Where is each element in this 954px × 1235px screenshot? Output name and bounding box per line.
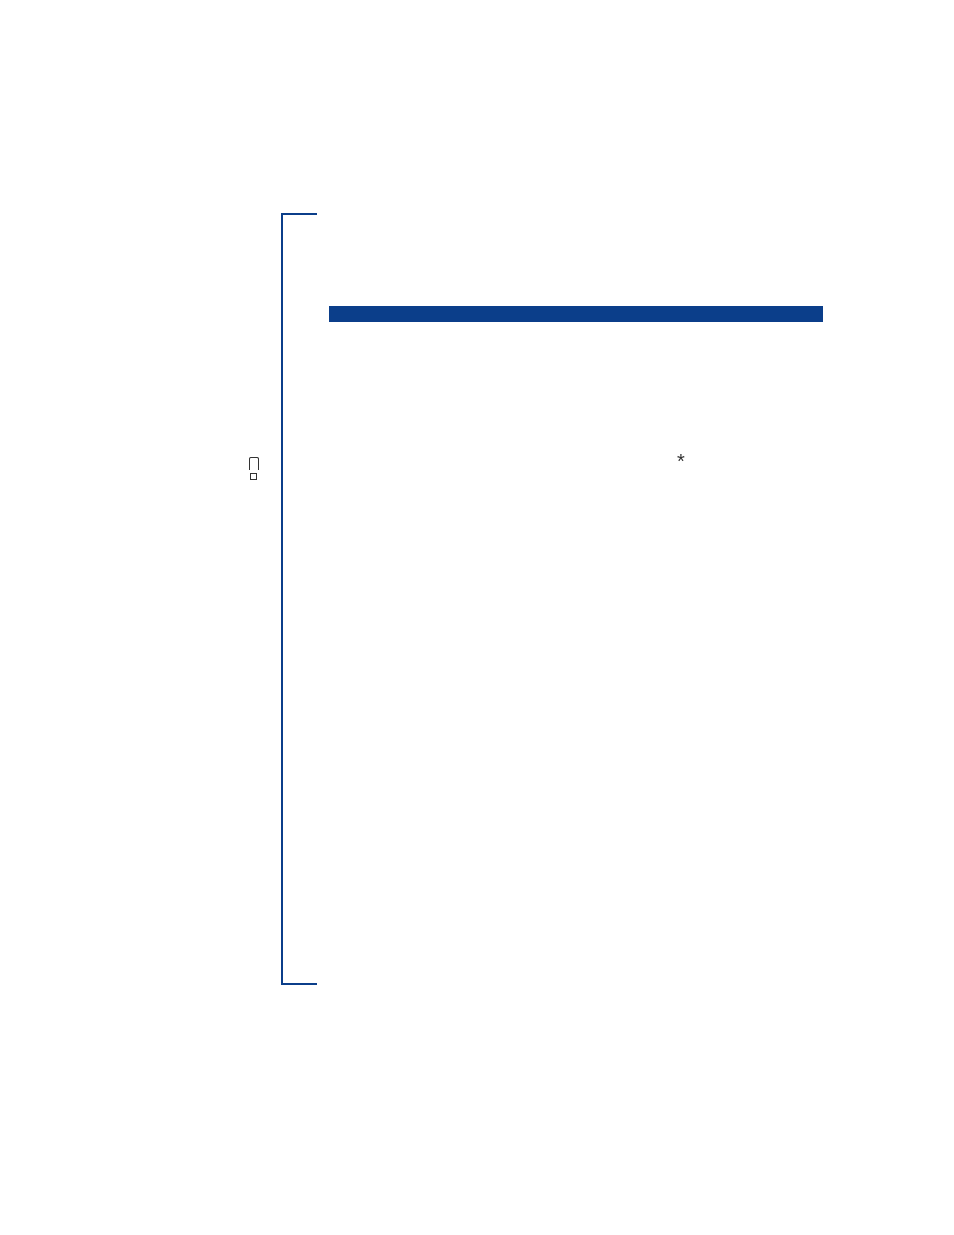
bracket-vertical [281, 213, 283, 983]
document-page: * [0, 0, 954, 1235]
bracket-top-tick [281, 213, 317, 215]
callout-glyph-icon [247, 457, 259, 481]
bracket-bottom-tick [281, 983, 317, 985]
heading-bar [329, 306, 823, 322]
footnote-asterisk: * [677, 452, 685, 472]
